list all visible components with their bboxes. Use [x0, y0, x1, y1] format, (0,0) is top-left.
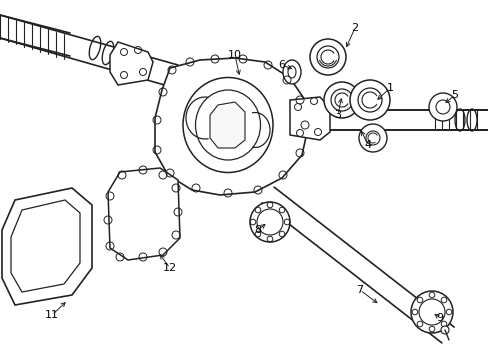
Text: 8: 8	[254, 225, 261, 235]
Text: 2: 2	[351, 23, 358, 33]
Polygon shape	[0, 15, 175, 85]
Circle shape	[309, 39, 346, 75]
Circle shape	[410, 291, 452, 333]
Text: 3: 3	[334, 110, 341, 120]
Circle shape	[249, 202, 289, 242]
Circle shape	[358, 124, 386, 152]
Text: 6: 6	[278, 60, 285, 70]
Polygon shape	[2, 188, 92, 305]
Polygon shape	[299, 110, 488, 130]
Ellipse shape	[283, 60, 301, 84]
Text: 12: 12	[163, 263, 177, 273]
Text: 1: 1	[386, 83, 393, 93]
Circle shape	[428, 93, 456, 121]
Text: 5: 5	[450, 90, 458, 100]
Text: 10: 10	[227, 50, 242, 60]
Polygon shape	[262, 187, 453, 343]
Circle shape	[440, 326, 448, 334]
Polygon shape	[108, 168, 180, 260]
Text: 11: 11	[45, 310, 59, 320]
Circle shape	[324, 82, 359, 118]
Polygon shape	[155, 58, 307, 195]
Polygon shape	[289, 97, 329, 140]
Circle shape	[349, 80, 389, 120]
Polygon shape	[209, 102, 244, 148]
Text: 9: 9	[436, 313, 443, 323]
Polygon shape	[110, 42, 153, 85]
Text: 7: 7	[356, 285, 363, 295]
Text: 4: 4	[364, 140, 371, 150]
